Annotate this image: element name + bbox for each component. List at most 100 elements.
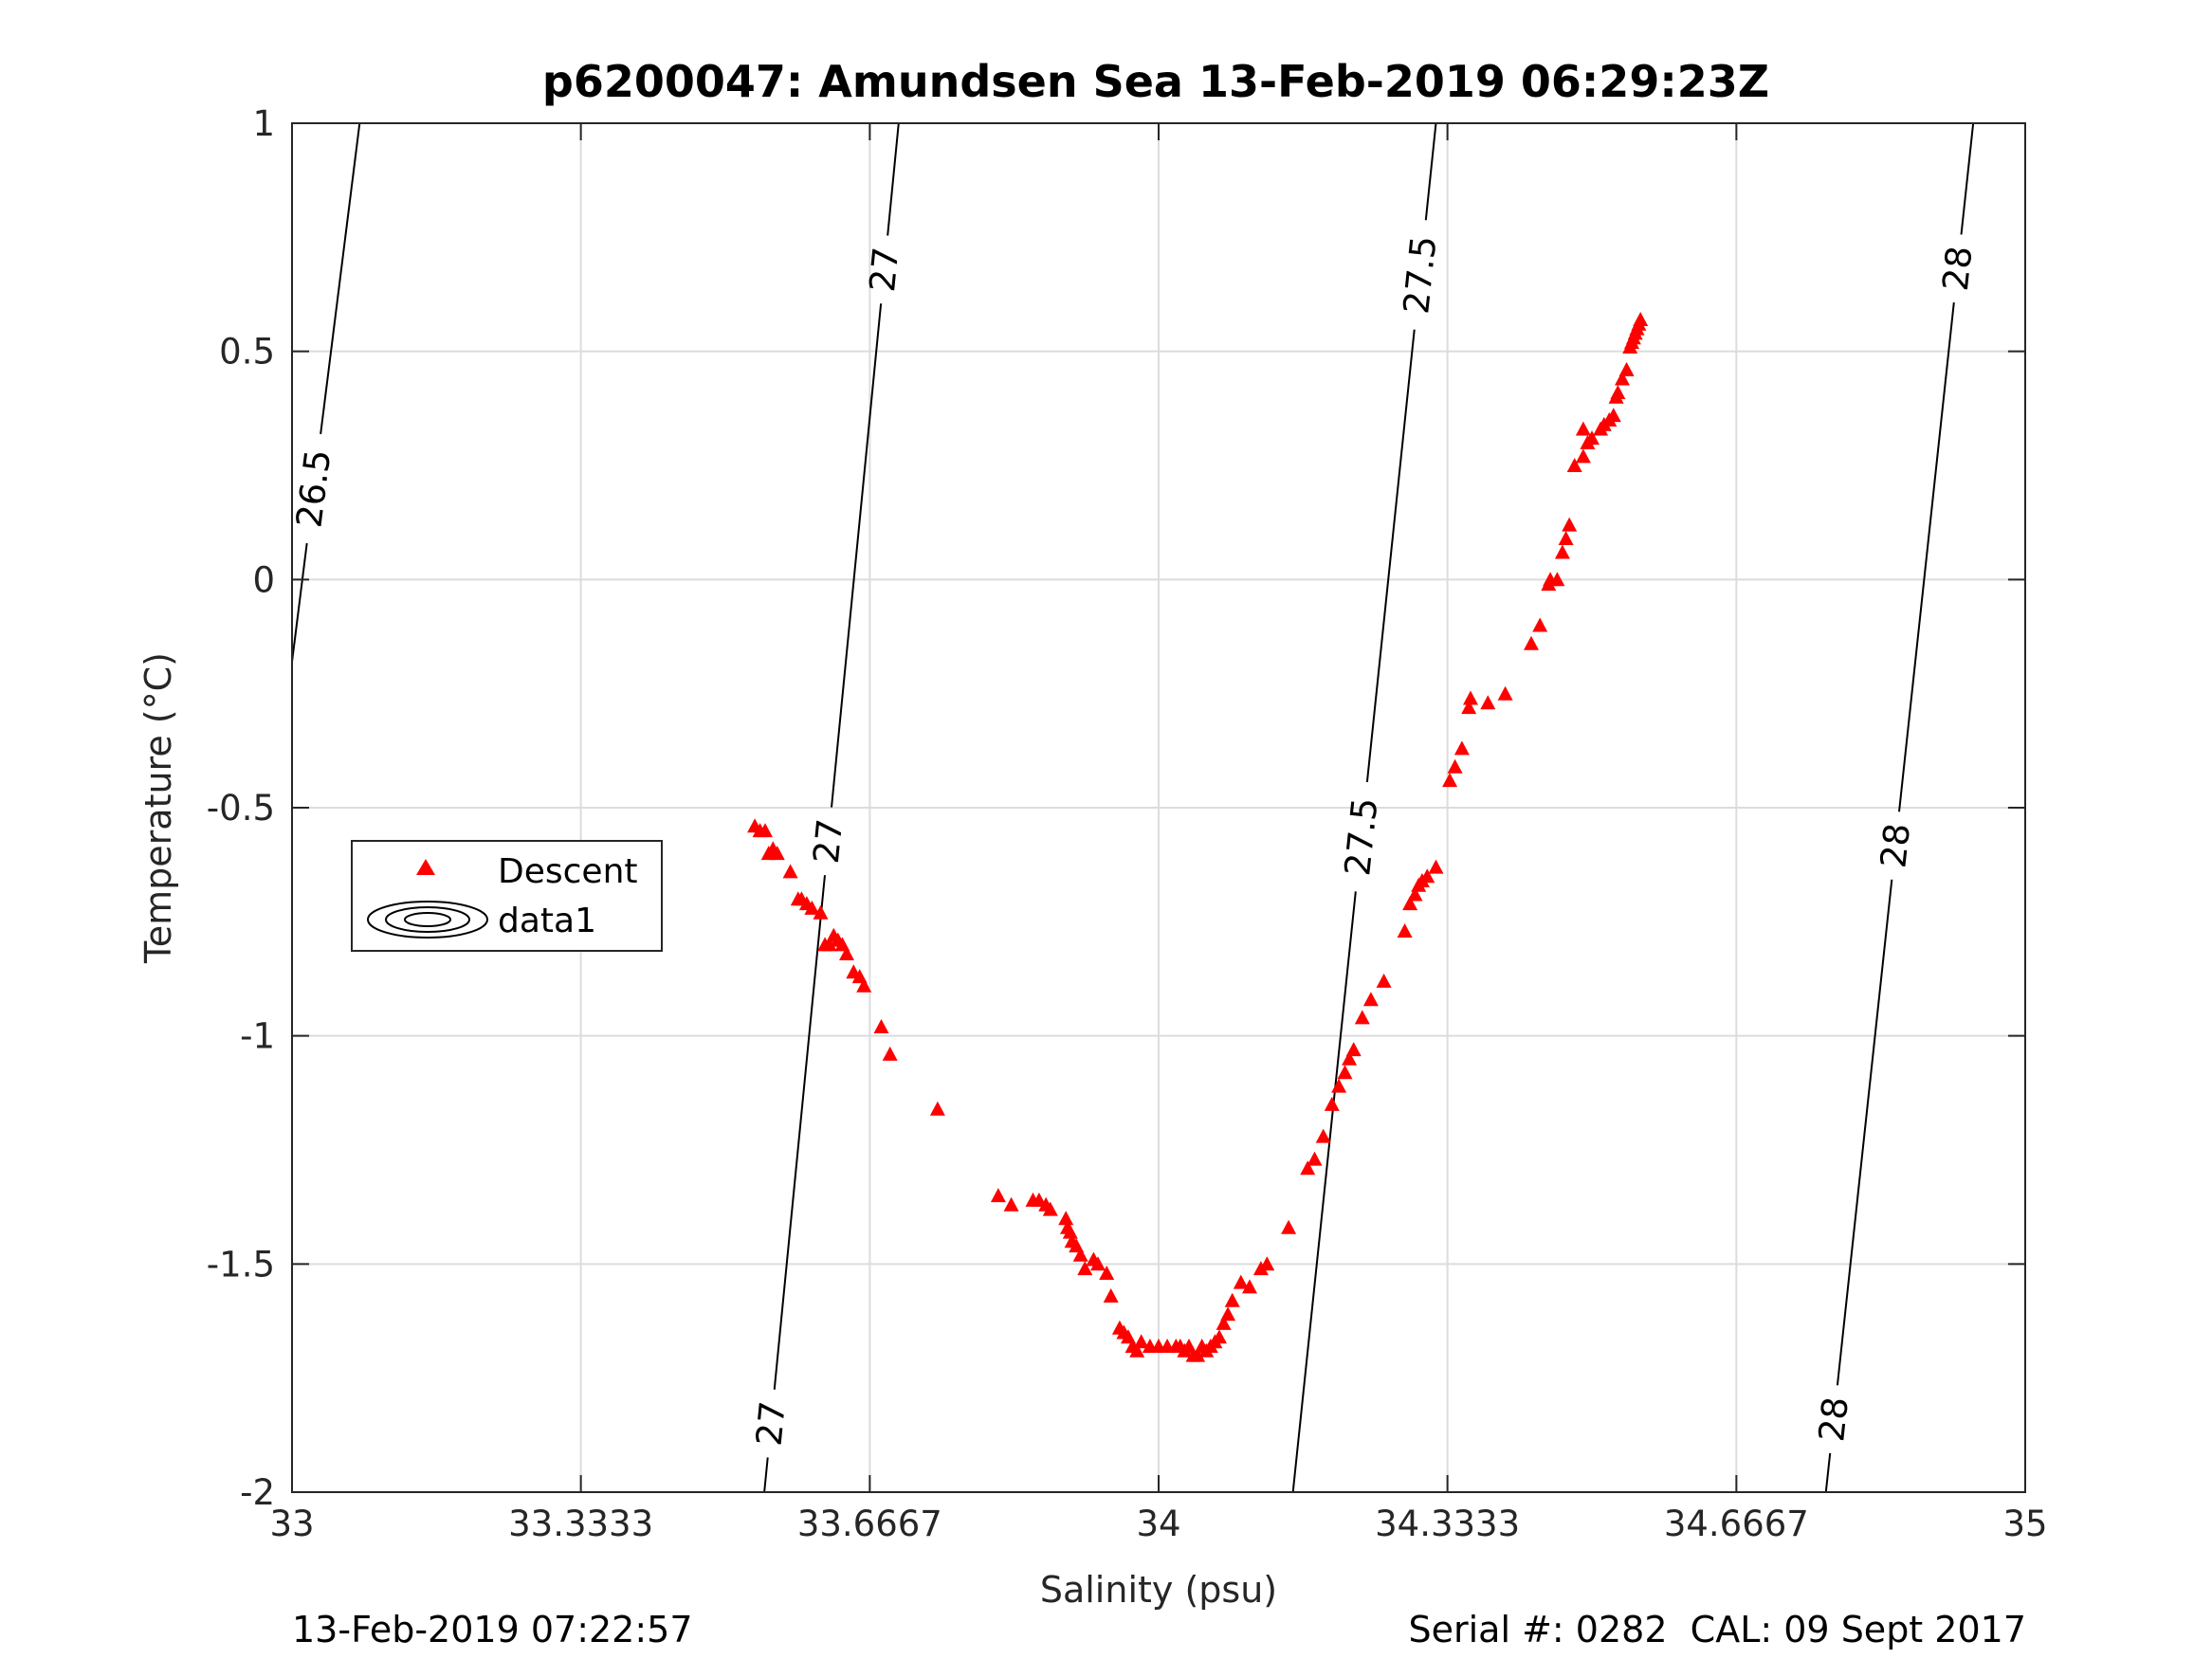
contour-line-28 [1836, 879, 1893, 1386]
contour-line-28 [1960, 122, 1975, 235]
descent-point [813, 904, 829, 920]
descent-point [782, 864, 798, 879]
descent-point [1058, 1211, 1074, 1226]
descent-point [1003, 1196, 1019, 1212]
x-tick-label: 35 [2002, 1504, 2047, 1544]
descent-point [1331, 1078, 1347, 1093]
descent-point [839, 946, 854, 960]
descent-point [1142, 1339, 1158, 1353]
descent-point [856, 977, 872, 993]
contour-line-27.5 [1291, 891, 1357, 1493]
legend-contour-icon [367, 901, 488, 939]
x-tick-label: 33.3333 [508, 1504, 653, 1544]
descent-point [1216, 1315, 1232, 1330]
y-axis-label: Temperature (°C) [137, 652, 179, 964]
grid-lines [292, 123, 2025, 1492]
descent-point [1580, 434, 1596, 449]
descent-point [1575, 421, 1591, 436]
contour-line-27.5 [1365, 329, 1416, 783]
y-tick-label: -0.5 [207, 788, 275, 829]
descent-point [1480, 695, 1496, 710]
contour-line-27 [773, 875, 826, 1390]
descent-point [1324, 1096, 1340, 1111]
descent-point [1558, 531, 1574, 545]
descent-point [760, 846, 777, 861]
y-tick-label: 0.5 [219, 332, 275, 373]
contour-label-27.5: 27.5 [1396, 234, 1444, 316]
descent-point [1224, 1292, 1240, 1307]
descent-point [1461, 700, 1477, 715]
descent-point [1281, 1219, 1297, 1234]
x-tick-label: 34 [1136, 1504, 1180, 1544]
descent-point [990, 1188, 1006, 1203]
descent-point [747, 818, 763, 833]
descent-point [1354, 1010, 1370, 1025]
descent-point [1099, 1266, 1115, 1280]
legend-descent-marker [416, 859, 435, 875]
descent-point [1337, 1065, 1353, 1080]
descent-point [1608, 389, 1624, 404]
descent-point [1252, 1261, 1269, 1276]
contour-line-26.5 [320, 122, 361, 434]
descent-point [1541, 576, 1557, 592]
descent-point [1447, 758, 1463, 774]
descent-point [1233, 1274, 1249, 1289]
descent-point [1407, 886, 1423, 902]
y-tick-label: -2 [240, 1472, 275, 1513]
contour-label-28: 28 [1935, 244, 1981, 292]
legend-data1-label: data1 [498, 902, 596, 940]
descent-point [1428, 859, 1444, 874]
descent-point [929, 1101, 945, 1116]
descent-point [1593, 421, 1609, 436]
descent-point [1111, 1320, 1127, 1335]
contour-label-27.5: 27.5 [1337, 795, 1385, 877]
legend-box [351, 840, 663, 952]
axes [291, 122, 2026, 1493]
legend: Descent data1 [351, 840, 663, 952]
contour-label-27: 27 [749, 1399, 794, 1448]
descent-point [1524, 635, 1539, 650]
descent-point [1242, 1279, 1257, 1294]
descent-point [846, 964, 862, 979]
footer-serial-cal: Serial #: 0282 CAL: 09 Sept 2017 [1408, 1609, 2026, 1650]
descent-point [1622, 338, 1638, 354]
contour-label-28: 28 [1873, 821, 1918, 869]
descent-point [1615, 371, 1630, 386]
contour-line-26.5 [291, 542, 308, 663]
descent-point [1562, 517, 1578, 532]
contour-label-27: 27 [806, 817, 850, 866]
descent-point [1376, 973, 1392, 988]
descent-point [1497, 685, 1513, 701]
descent-point [1362, 992, 1379, 1007]
descent-point [1025, 1192, 1041, 1207]
descent-point [1300, 1160, 1316, 1176]
contour-line-28 [1824, 1452, 1832, 1493]
density-contours: 26.5 27 27 27 27.5 27.5 28 28 28 [288, 122, 1981, 1493]
descent-point [1342, 1050, 1358, 1066]
x-tick-labels: 33 33.3333 33.6667 34 34.3333 34.6667 35 [269, 1504, 2047, 1544]
y-tick-label: -1.5 [207, 1244, 275, 1285]
y-tick-label: -1 [240, 1016, 275, 1057]
x-tick-label: 33 [269, 1504, 314, 1544]
descent-point [1124, 1339, 1141, 1353]
descent-point [1038, 1196, 1054, 1212]
descent-point [1103, 1288, 1119, 1303]
footer-timestamp: 13-Feb-2019 07:22:57 [292, 1609, 693, 1650]
contour-label-27: 27 [862, 246, 906, 294]
descent-point [1463, 690, 1478, 705]
chart-title: p6200047: Amundsen Sea 13-Feb-2019 06:29… [542, 56, 1769, 107]
descent-point [1532, 617, 1548, 632]
descent-point [1185, 1347, 1201, 1362]
descent-series [747, 312, 1649, 1362]
descent-point [882, 1046, 898, 1061]
x-tick-label: 34.3333 [1375, 1504, 1520, 1544]
contour-line-27 [831, 303, 883, 808]
contour-line-27.5 [1424, 122, 1437, 221]
descent-point [1397, 923, 1413, 938]
y-tick-labels: -2 -1.5 -1 -0.5 0 0.5 1 [207, 103, 275, 1513]
descent-point [1072, 1247, 1088, 1262]
descent-point [1307, 1151, 1323, 1166]
descent-point [1442, 773, 1458, 788]
descent-point [1453, 740, 1470, 756]
